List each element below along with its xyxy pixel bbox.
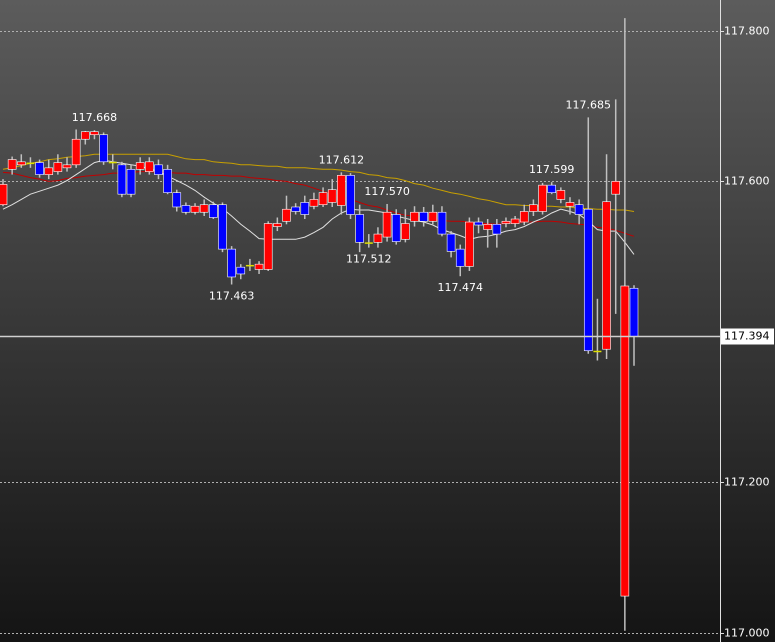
candle-body <box>455 248 465 267</box>
candle-body <box>611 181 621 195</box>
candle-body <box>282 208 291 222</box>
low-label: 117.463 <box>209 289 255 302</box>
candle-body <box>300 202 310 215</box>
candle-body <box>154 164 163 175</box>
candle-body <box>145 161 154 172</box>
candle-body <box>135 162 145 170</box>
candle-body <box>574 204 584 215</box>
candle-body <box>236 266 246 275</box>
candle-body <box>529 204 538 212</box>
low-label: 117.474 <box>437 281 483 294</box>
candle-body <box>81 131 90 140</box>
candle-body <box>446 233 456 252</box>
candle-body <box>629 287 639 337</box>
moving-average <box>2 171 635 237</box>
candle-body <box>492 223 502 235</box>
candle-body <box>437 211 447 235</box>
candle-body <box>190 205 200 213</box>
candle-body <box>90 131 99 136</box>
candle-body <box>218 204 227 250</box>
low-label: 117.512 <box>346 253 392 266</box>
candle-body <box>44 167 54 175</box>
candle-body <box>163 169 172 193</box>
moving-average <box>2 153 635 212</box>
candle-body <box>99 134 108 163</box>
high-label: 117.685 <box>566 98 612 111</box>
candle-body <box>26 162 35 165</box>
candle-body <box>364 242 373 244</box>
candle-body <box>556 190 566 200</box>
candle-body <box>108 161 117 164</box>
candle-body <box>501 220 511 224</box>
candle-body <box>16 161 26 166</box>
candle-body <box>7 159 17 170</box>
candle-body <box>620 285 630 597</box>
candle-body <box>519 211 529 223</box>
candle-body <box>419 211 428 222</box>
candle-body <box>273 223 282 227</box>
candle-body <box>410 211 419 222</box>
candle-body <box>565 202 575 207</box>
candle-body <box>245 264 254 267</box>
candle-body <box>209 204 218 218</box>
candle-body <box>538 184 547 212</box>
candle-body <box>583 208 593 352</box>
candle-body <box>602 201 611 350</box>
moving-average <box>2 159 635 255</box>
candle-body <box>117 164 127 195</box>
high-label: 117.612 <box>319 153 365 166</box>
high-label: 117.570 <box>364 185 410 198</box>
candle-body <box>71 138 81 166</box>
candle-body <box>291 206 300 212</box>
y-tick-label: 117.800 <box>724 25 770 38</box>
candle-body <box>391 214 401 242</box>
candle-body <box>373 233 383 243</box>
candle-body <box>227 248 236 278</box>
candle-body <box>53 162 63 172</box>
last-price-label: 117.394 <box>724 330 770 343</box>
candle-body <box>327 189 337 203</box>
candle-body <box>172 192 182 208</box>
candle-body <box>62 164 72 169</box>
candle-body <box>510 218 520 224</box>
candle-body <box>474 221 483 226</box>
candle-body <box>181 205 191 213</box>
candle-body <box>35 162 44 175</box>
y-tick-label: 117.000 <box>724 627 770 640</box>
candle-body <box>263 223 273 270</box>
candle-body <box>593 350 602 353</box>
candle-body <box>465 221 474 267</box>
candle-body <box>126 169 136 195</box>
candle-body <box>346 175 355 215</box>
candle-body <box>355 214 364 243</box>
candle-body <box>337 175 346 206</box>
high-label: 117.668 <box>72 111 118 124</box>
candle-body <box>254 263 264 270</box>
candle-body <box>401 223 410 240</box>
candle-body <box>547 184 556 193</box>
candle-body <box>483 223 492 230</box>
candle-body <box>199 204 209 213</box>
candle-body <box>428 211 438 222</box>
high-label: 117.599 <box>529 163 575 176</box>
y-tick-label: 117.200 <box>724 476 770 489</box>
y-tick-label: 117.600 <box>724 175 770 188</box>
candle-body <box>382 211 392 238</box>
candle-body <box>318 192 328 206</box>
candle-body <box>309 199 319 207</box>
candle-body <box>0 184 8 206</box>
last-price-box <box>721 328 774 345</box>
